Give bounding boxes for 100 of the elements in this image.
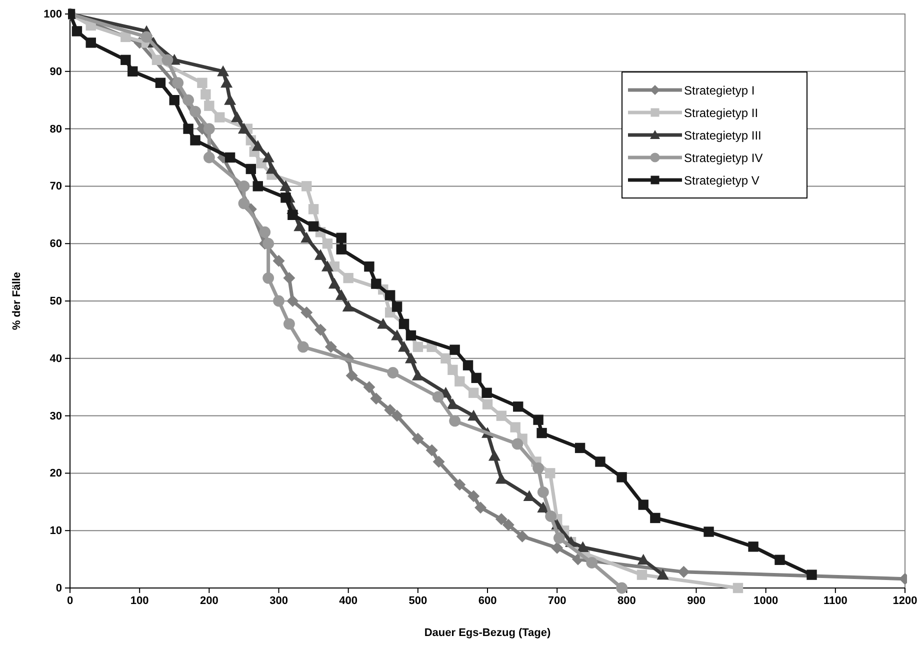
point <box>238 180 250 192</box>
x-tick-label: 200 <box>200 594 218 607</box>
point <box>806 570 817 580</box>
legend-label: Strategietyp II <box>684 106 758 120</box>
point <box>462 360 474 370</box>
point <box>495 513 508 526</box>
point <box>704 526 714 537</box>
point <box>391 410 404 422</box>
point <box>545 510 557 522</box>
point <box>440 353 451 364</box>
legend-label: Strategietyp III <box>684 128 762 142</box>
x-tick-label: 300 <box>270 594 288 607</box>
point <box>300 306 313 318</box>
point <box>450 344 460 355</box>
point <box>238 198 250 210</box>
y-tick-label: 10 <box>50 525 62 538</box>
point <box>516 530 528 542</box>
point <box>412 370 424 380</box>
point <box>346 370 358 382</box>
point <box>128 66 138 76</box>
point <box>468 490 480 502</box>
point <box>280 192 291 203</box>
point <box>488 450 500 461</box>
point <box>482 399 493 410</box>
point <box>197 78 208 88</box>
point <box>384 290 396 300</box>
point <box>404 352 417 364</box>
point <box>336 244 346 254</box>
point <box>190 135 200 146</box>
point <box>200 89 211 100</box>
point <box>595 456 606 467</box>
x-tick-label: 600 <box>478 594 497 607</box>
point <box>502 518 514 531</box>
point <box>537 486 549 498</box>
point <box>638 500 648 510</box>
point <box>252 140 264 151</box>
point <box>616 472 627 482</box>
point <box>155 78 166 88</box>
point <box>468 410 480 421</box>
y-tick-label: 60 <box>50 238 62 250</box>
point <box>774 554 785 565</box>
point <box>314 324 326 336</box>
x-tick-label: 1200 <box>892 594 918 607</box>
x-tick-label: 500 <box>408 594 428 607</box>
point <box>412 432 424 445</box>
point <box>152 54 162 66</box>
point <box>678 566 690 578</box>
point <box>454 376 465 386</box>
x-tick-label: 1100 <box>823 594 848 607</box>
point <box>412 342 424 352</box>
point <box>273 295 284 307</box>
point <box>266 162 278 174</box>
point <box>324 340 337 353</box>
point <box>432 456 445 468</box>
point <box>140 31 152 43</box>
point <box>259 226 271 238</box>
point <box>533 414 544 425</box>
point <box>321 260 334 272</box>
point <box>294 220 306 232</box>
point <box>392 302 402 312</box>
point <box>224 94 236 105</box>
x-tick-label: 900 <box>687 594 706 607</box>
x-tick-label: 100 <box>130 594 149 607</box>
y-tick-label: 90 <box>50 66 62 78</box>
point <box>246 164 256 174</box>
y-tick-label: 40 <box>50 352 62 365</box>
y-tick-label: 30 <box>50 410 62 422</box>
point <box>238 122 250 134</box>
point <box>172 77 184 89</box>
point <box>510 422 520 432</box>
point <box>224 152 236 163</box>
point <box>616 582 628 594</box>
point <box>496 410 507 421</box>
point <box>217 65 230 76</box>
point <box>203 123 215 134</box>
point <box>301 181 312 192</box>
legend-label: Strategietyp I <box>684 84 755 98</box>
point <box>432 391 444 403</box>
point <box>551 542 564 554</box>
legend-label: Strategietyp V <box>684 174 760 188</box>
y-tick-label: 80 <box>50 123 62 136</box>
point <box>454 478 466 491</box>
point <box>512 438 524 450</box>
point <box>328 278 340 289</box>
point <box>586 557 598 568</box>
point <box>536 428 547 438</box>
point <box>406 330 416 341</box>
y-tick-label: 20 <box>50 468 62 480</box>
x-tick-label: 0 <box>66 594 74 607</box>
point <box>446 398 459 410</box>
x-tick-label: 800 <box>617 594 636 607</box>
point <box>364 261 374 272</box>
point <box>576 541 589 552</box>
point <box>748 542 758 552</box>
point <box>342 300 354 312</box>
point <box>203 152 215 164</box>
point <box>482 388 492 398</box>
point <box>314 249 326 260</box>
point <box>371 278 382 289</box>
point <box>231 111 243 122</box>
